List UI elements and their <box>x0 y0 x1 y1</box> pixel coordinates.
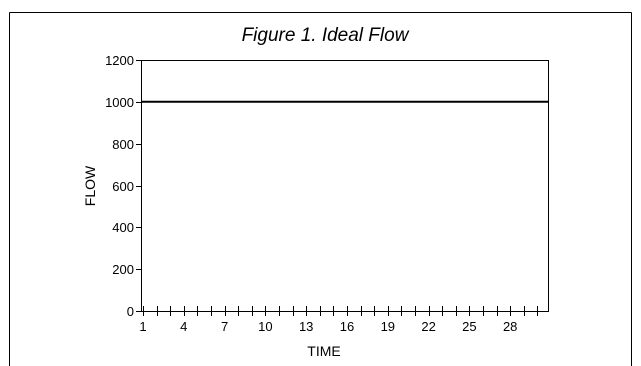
x-tick-label: 16 <box>340 319 354 334</box>
y-axis: 0 200 400 600 800 1000 1200 <box>105 53 141 319</box>
chart-title: Figure 1. Ideal Flow <box>242 25 410 46</box>
x-tick-label: 19 <box>381 319 395 334</box>
x-tick-label: 28 <box>503 319 517 334</box>
y-tick-label: 200 <box>112 262 134 277</box>
y-tick-label: 0 <box>127 304 134 319</box>
x-axis: 1 4 7 10 13 16 19 22 25 28 <box>139 306 538 334</box>
y-tick-label: 600 <box>112 179 134 194</box>
x-tick-label: 10 <box>258 319 272 334</box>
x-axis-title: TIME <box>307 343 340 359</box>
x-tick-label: 4 <box>180 319 187 334</box>
plot-area <box>141 60 549 312</box>
x-tick-label: 7 <box>221 319 228 334</box>
x-tick-label: 22 <box>421 319 435 334</box>
y-tick-label: 800 <box>112 137 134 152</box>
x-tick-label: 13 <box>299 319 313 334</box>
y-tick-label: 1200 <box>105 53 134 68</box>
x-tick-label: 25 <box>462 319 476 334</box>
y-axis-title: FLOW <box>82 165 98 206</box>
x-tick-label: 1 <box>139 319 146 334</box>
y-tick-label: 400 <box>112 220 134 235</box>
y-tick-label: 1000 <box>105 95 134 110</box>
figure-border <box>9 12 632 366</box>
